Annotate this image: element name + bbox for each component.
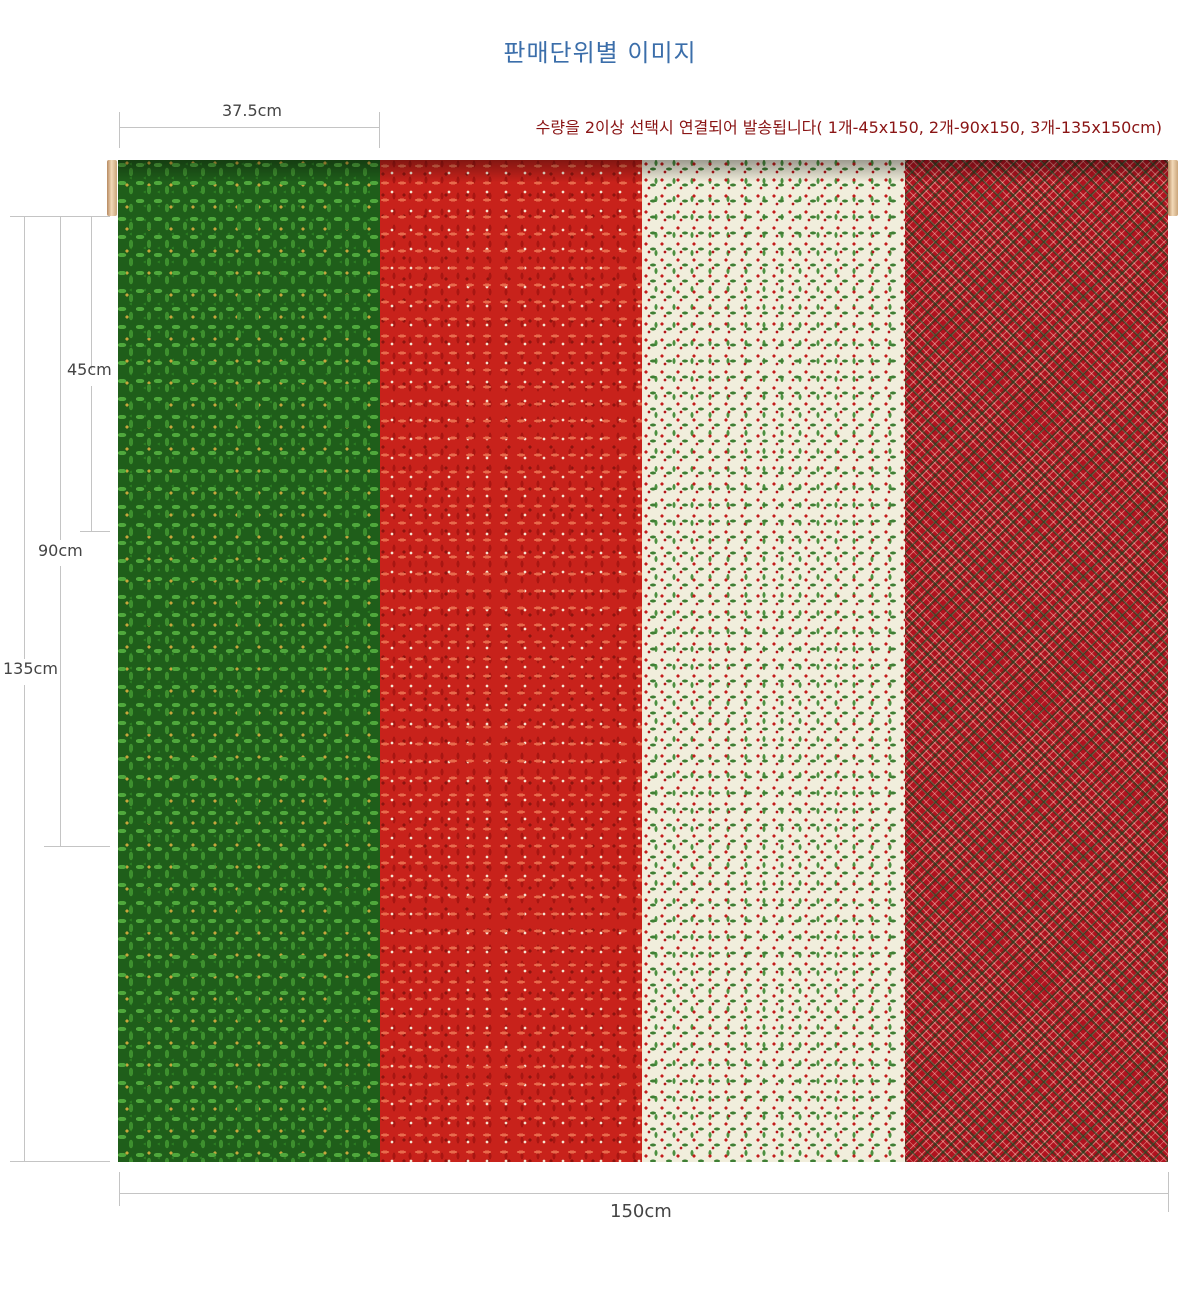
quantity-notice: 수량을 2이상 선택시 연결되어 발송됩니다( 1개-45x150, 2개-90… [535,118,1162,137]
height-line-45-lower [91,386,92,532]
height-90-label: 90cm [38,541,83,560]
total-width-label: 150cm [610,1201,672,1222]
height-line-135-upper [24,216,25,659]
height-135-label: 135cm [3,659,58,678]
dimension-tick-right [379,112,380,148]
height-tick-90 [44,846,110,847]
roll-rod-right [1168,160,1178,216]
dimension-tick-left [119,112,120,148]
height-45-label: 45cm [67,360,112,379]
fabric-panel-red [380,160,642,1162]
height-line-45-upper [91,216,92,370]
dimension-line [119,127,380,128]
total-tick-left [119,1172,120,1206]
panel-width-label: 37.5cm [222,101,283,120]
fabric-panel-plaid [905,160,1168,1162]
roll-rod-left [107,160,117,216]
height-tick-45 [80,531,110,532]
fabric-panel-cream [642,160,905,1162]
page-title: 판매단위별 이미지 [503,39,697,67]
height-tick-135 [10,1161,110,1162]
height-line-135-lower [24,685,25,1162]
total-dimension-line [119,1193,1169,1194]
fabric-panel-green [118,160,380,1162]
height-line-90-upper [60,216,61,540]
total-tick-right [1168,1172,1169,1212]
height-line-90-lower [60,566,61,847]
